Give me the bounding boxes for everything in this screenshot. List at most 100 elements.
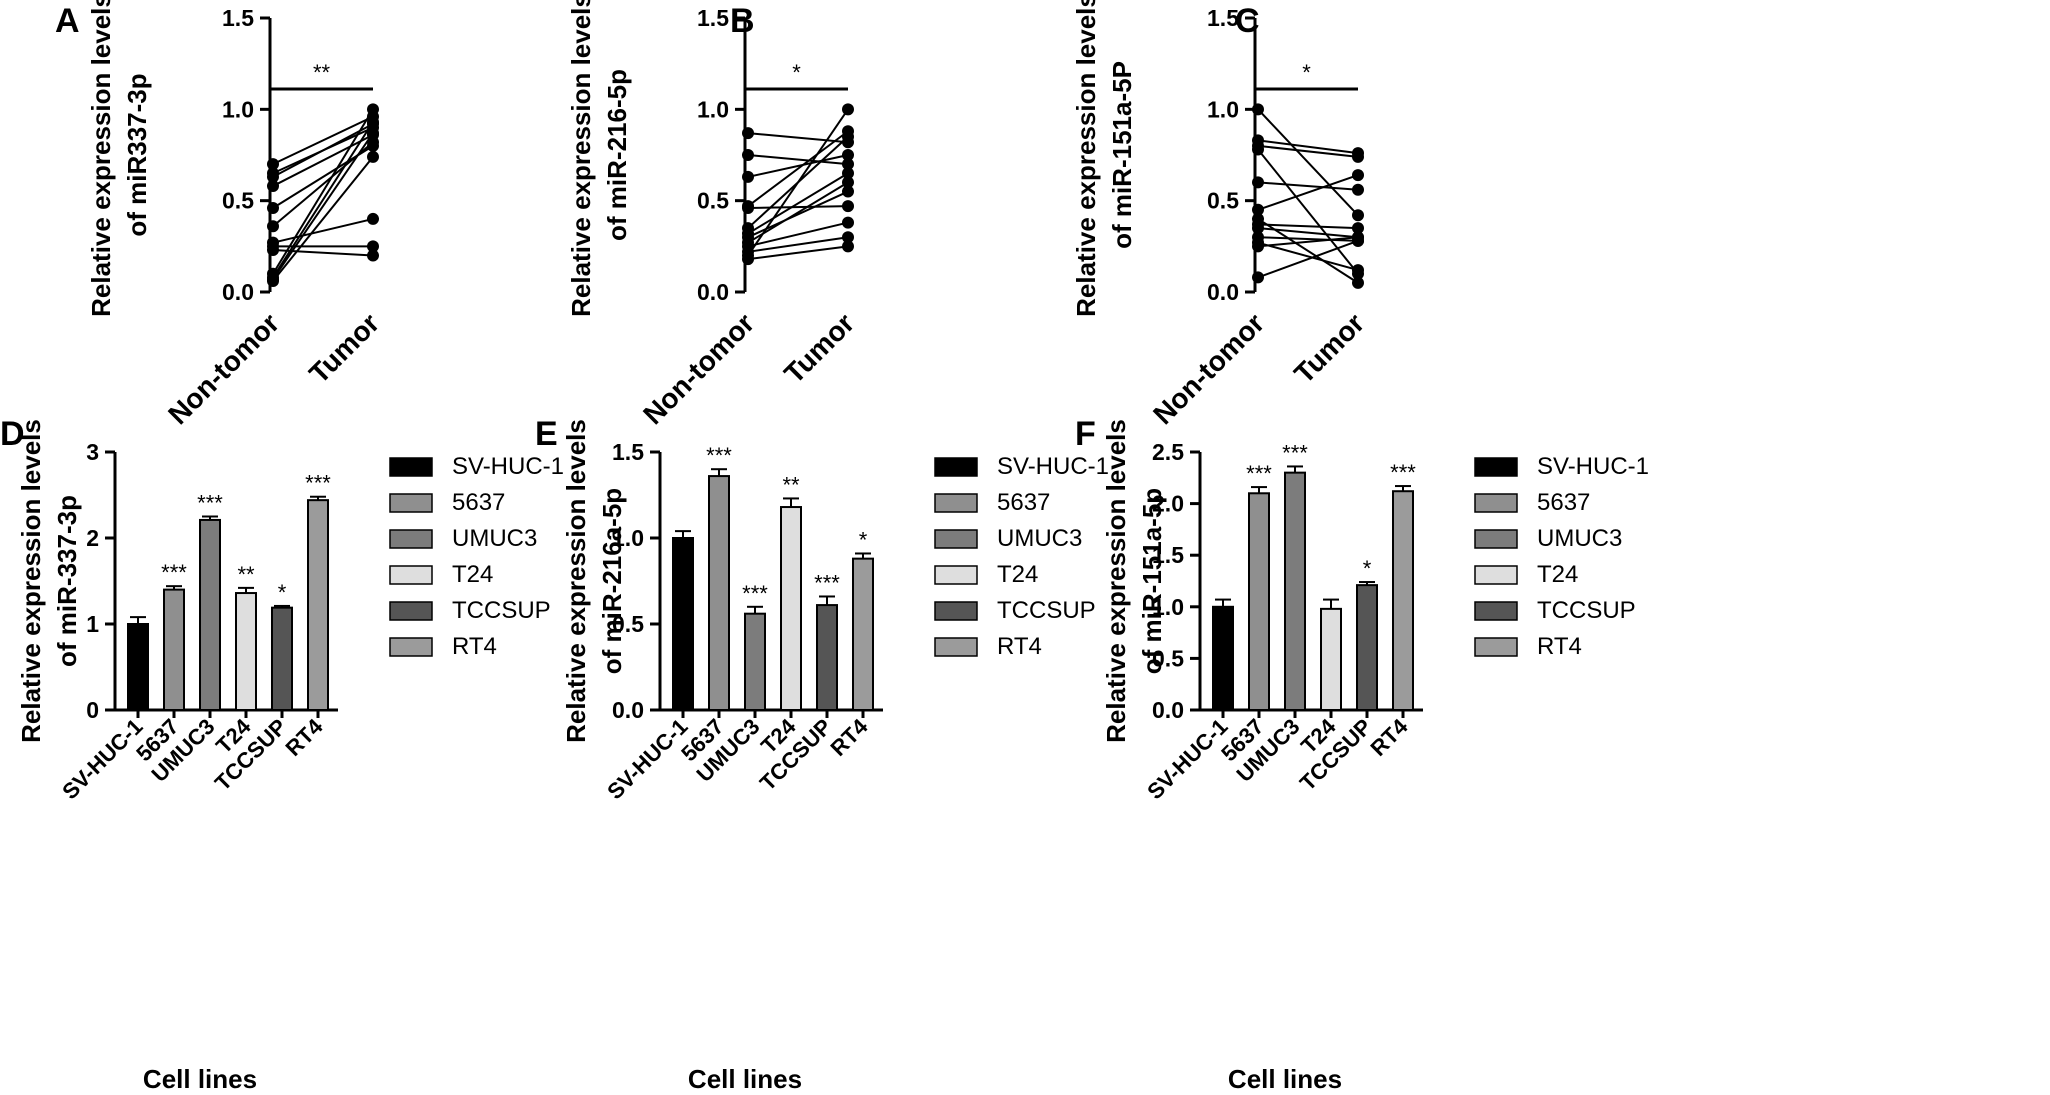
data-point: [842, 158, 854, 171]
significance-marker: *: [278, 580, 287, 605]
data-point: [1252, 271, 1264, 284]
panel-letter: B: [730, 2, 755, 40]
data-point: [367, 103, 379, 116]
y-axis-label: of miR-216a-5p: [597, 488, 627, 674]
legend-swatch: [389, 601, 433, 621]
legend-label: T24: [1537, 561, 1578, 588]
x-category-label: TCCSUP: [210, 714, 292, 796]
x-category-label: SV-HUC-1: [1142, 714, 1232, 804]
panel-a: A 0.0 0.5 1.0 1.5 Relative expression levels o…: [55, 0, 385, 430]
bar-5637: [708, 475, 730, 711]
bar-tccsup: [816, 604, 838, 712]
significance-marker: **: [237, 562, 255, 587]
legend-label: RT4: [997, 633, 1042, 660]
data-point: [367, 240, 379, 253]
pair-line: [272, 123, 374, 178]
x-category-label: RT4: [280, 713, 328, 761]
pair-line: [272, 132, 374, 280]
pair-line: [747, 108, 849, 257]
pair-line: [272, 121, 374, 278]
data-point: [267, 220, 279, 233]
legend-swatch: [934, 601, 978, 621]
y-axis-label: of miR-151a-5p: [1137, 488, 1167, 674]
y-tick-label: 0.5: [1207, 188, 1239, 214]
x-category-label: SV-HUC-1: [602, 714, 692, 804]
legend-label: T24: [997, 561, 1038, 588]
legend-swatch: [934, 565, 978, 585]
data-point: [842, 176, 854, 189]
pair-line: [1257, 241, 1359, 272]
y-tick-label: 0.0: [612, 697, 644, 723]
panel-b: B 0.0 0.5 1.0 1.5 Relative expression levels o…: [566, 0, 860, 430]
panel-letter: E: [535, 415, 558, 453]
legend-label: TCCSUP: [452, 597, 551, 624]
data-point: [367, 212, 379, 225]
data-point: [1252, 222, 1264, 235]
pair-line: [1257, 239, 1359, 279]
x-category-label: Tumor: [778, 307, 860, 389]
panel-letter: D: [0, 415, 25, 453]
x-category-label: RT4: [1365, 713, 1413, 761]
y-tick-label: 0.0: [222, 279, 254, 305]
bar-rt4: [852, 557, 874, 712]
y-tick-label: 2: [86, 525, 99, 551]
y-tick-label: 0.0: [1207, 279, 1239, 305]
data-point: [742, 253, 754, 266]
significance-marker: ***: [1390, 460, 1416, 485]
y-axis-label: Relative expression levels: [561, 419, 591, 743]
data-point: [1352, 264, 1364, 277]
pair-line: [747, 130, 849, 207]
y-tick-label: 2.5: [1152, 439, 1184, 465]
legend-swatch: [389, 493, 433, 513]
pair-line: [1257, 174, 1359, 211]
legend-label: TCCSUP: [1537, 597, 1636, 624]
bar-tccsup: [271, 606, 293, 711]
significance-marker: ***: [742, 581, 768, 606]
legend-label: T24: [452, 561, 493, 588]
bar-t24: [780, 506, 802, 712]
y-tick-label: 1.5: [612, 439, 644, 465]
bar-rt4: [307, 499, 329, 711]
y-tick-label: 1.0: [1207, 96, 1239, 122]
data-point: [367, 116, 379, 129]
significance-marker: ***: [1246, 461, 1272, 486]
y-tick-label: 0.0: [697, 279, 729, 305]
data-point: [367, 249, 379, 262]
significance-marker: **: [313, 60, 331, 85]
y-axis-label: of miR-337-3p: [52, 495, 82, 667]
pair-line: [1257, 223, 1359, 230]
pair-line: [747, 132, 849, 144]
significance-marker: *: [859, 527, 868, 552]
data-point: [267, 158, 279, 171]
y-tick-label: 1.0: [222, 96, 254, 122]
bar-tccsup: [1356, 584, 1378, 711]
y-axis-label: Relative expression levels: [566, 0, 596, 317]
bar-umuc3: [199, 518, 221, 711]
y-tick-label: 0.5: [1152, 645, 1184, 671]
significance-marker: *: [792, 60, 801, 85]
legend-label: 5637: [1537, 489, 1590, 516]
data-point: [842, 103, 854, 116]
data-point: [267, 180, 279, 193]
bar-umuc3: [744, 612, 766, 711]
bar-t24: [1320, 607, 1342, 712]
pair-line: [747, 172, 849, 235]
pair-line: [1257, 227, 1359, 239]
y-axis-label: of miR-151a-5P: [1107, 61, 1137, 249]
legend: SV-HUC-1 5637 UMUC3 T24 TCCSUP RT4: [934, 453, 1109, 660]
panel-d: D 0 1 2 3 Relative expression levels of miR-33…: [0, 415, 564, 1094]
legend-swatch: [934, 493, 978, 513]
significance-marker: ***: [706, 443, 732, 468]
y-axis-label: of miR337-3p: [122, 73, 152, 236]
y-axis-label: Relative expression levels: [1071, 0, 1101, 317]
x-axis-label: Cell lines: [1228, 1064, 1342, 1094]
data-point: [1352, 276, 1364, 289]
bar-sv-huc-1: [127, 623, 149, 711]
pair-line: [747, 221, 849, 248]
bar-sv-huc-1: [672, 537, 694, 711]
pair-line: [1257, 144, 1359, 158]
x-category-label: RT4: [825, 713, 873, 761]
bar-sv-huc-1: [1212, 605, 1234, 711]
x-category-label: Non-tomor: [162, 307, 285, 430]
